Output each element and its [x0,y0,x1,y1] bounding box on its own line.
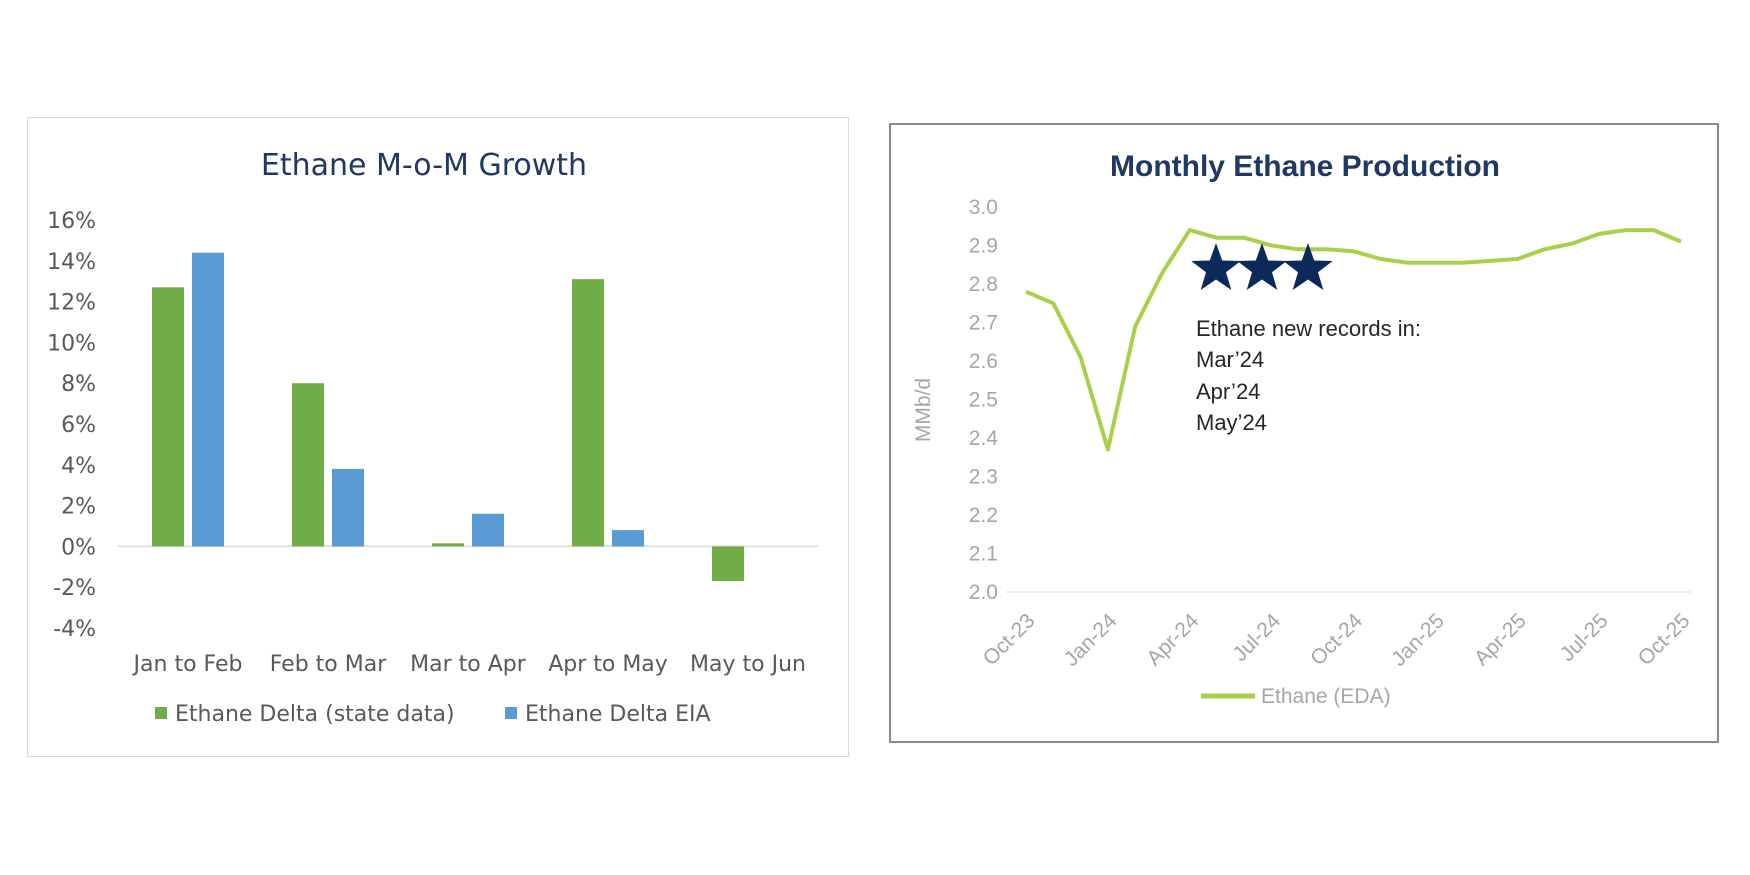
production-x-tick-label: Jul-25 [1556,609,1613,666]
growth-category-label: Apr to May [548,652,668,677]
legend-label-ethane-eda: Ethane (EDA) [1261,685,1391,708]
production-x-tick-label: Jan-25 [1387,609,1449,671]
growth-y-tick-label: 12% [47,291,96,316]
annotation-line-4: May’24 [1196,410,1267,435]
production-chart-panel: Monthly Ethane Production MMb/d 3.0 2.9 2.… [889,123,1719,743]
production-chart: Monthly Ethane Production MMb/d 3.0 2.9 2.… [912,150,1695,708]
legend-swatch-eia [505,707,517,719]
production-y-axis: 3.0 2.9 2.8 2.7 2.6 2.5 2.4 2.3 2.2 2.1 2.0 [969,196,999,604]
bar-eia [472,513,504,547]
production-x-tick-label: Apr-25 [1470,609,1531,670]
growth-y-tick-label: 10% [47,331,96,356]
production-y-tick-label: 2.6 [969,350,998,373]
growth-chart: Ethane M-o-M Growth 16% 14% 12% 10% 8% 6% 4% 2%… [47,148,818,727]
record-stars [1191,243,1333,290]
growth-chart-panel: Ethane M-o-M Growth 16% 14% 12% 10% 8% 6% 4% 2%… [27,117,849,757]
bar-state-data [432,543,464,547]
bar-eia [332,468,364,547]
growth-y-tick-label: -4% [53,617,96,642]
growth-y-tick-label: 2% [61,495,96,520]
production-x-tick-label: Oct-25 [1634,609,1695,670]
star-icon [1237,243,1287,290]
production-y-tick-label: 3.0 [969,196,998,219]
production-x-tick-label: Apr-24 [1142,609,1203,670]
growth-category-label: May to Jun [690,652,806,677]
growth-x-axis: Jan to Feb Feb to Mar Mar to Apr Apr to May… [132,652,806,677]
growth-category-label: Mar to Apr [410,652,527,677]
production-y-axis-label: MMb/d [912,378,935,442]
production-series-line [1025,228,1682,452]
production-chart-title: Monthly Ethane Production [1110,150,1500,183]
production-y-tick-label: 2.3 [969,466,998,489]
growth-y-tick-label: 16% [47,209,96,234]
production-y-tick-label: 2.1 [969,543,998,566]
legend-label-eia: Ethane Delta EIA [525,702,711,727]
production-y-tick-label: 2.2 [969,504,998,527]
production-y-tick-label: 2.9 [969,235,998,258]
production-y-tick-label: 2.7 [969,312,998,335]
production-y-tick-label: 2.5 [969,389,998,412]
production-x-tick-label: Oct-23 [979,609,1040,670]
growth-y-tick-label: -2% [53,576,96,601]
growth-y-tick-label: 14% [47,250,96,275]
annotation-line-3: Apr’24 [1196,379,1260,404]
growth-chart-title: Ethane M-o-M Growth [261,148,587,183]
bar-state-data [712,546,744,582]
growth-y-tick-label: 6% [61,413,96,438]
record-annotation: Ethane new records in: Mar’24 Apr’24 May… [1196,316,1421,435]
production-x-axis: Oct-23 Jan-24 Apr-24 Jul-24 Oct-24 Jan-25 Apr-… [979,609,1695,671]
production-x-tick-label: Jul-24 [1228,609,1285,666]
production-x-tick-label: Oct-24 [1306,609,1367,670]
growth-legend: Ethane Delta (state data) Ethane Delta E… [155,702,711,727]
growth-y-tick-label: 8% [61,372,96,397]
legend-label-state-data: Ethane Delta (state data) [175,702,455,727]
production-x-tick-label: Jan-24 [1060,609,1122,671]
growth-bars [152,252,744,582]
production-legend: Ethane (EDA) [1201,685,1391,708]
bar-state-data [292,383,324,547]
annotation-line-2: Mar’24 [1196,347,1264,372]
growth-y-tick-label: 4% [61,454,96,479]
star-icon [1283,243,1333,290]
growth-y-tick-label: 0% [61,535,96,560]
growth-category-label: Feb to Mar [270,652,387,677]
production-y-tick-label: 2.4 [969,427,999,450]
bar-state-data [152,287,184,547]
bar-eia [612,530,644,547]
annotation-line-1: Ethane new records in: [1196,316,1421,341]
production-y-tick-label: 2.8 [969,273,998,296]
growth-y-axis: 16% 14% 12% 10% 8% 6% 4% 2% 0% -2% -4% [47,209,96,642]
production-y-tick-label: 2.0 [969,581,998,604]
star-icon [1191,243,1241,290]
bar-eia [192,252,224,547]
legend-swatch-state-data [155,707,167,719]
growth-category-label: Jan to Feb [132,652,243,677]
bar-state-data [572,279,604,547]
